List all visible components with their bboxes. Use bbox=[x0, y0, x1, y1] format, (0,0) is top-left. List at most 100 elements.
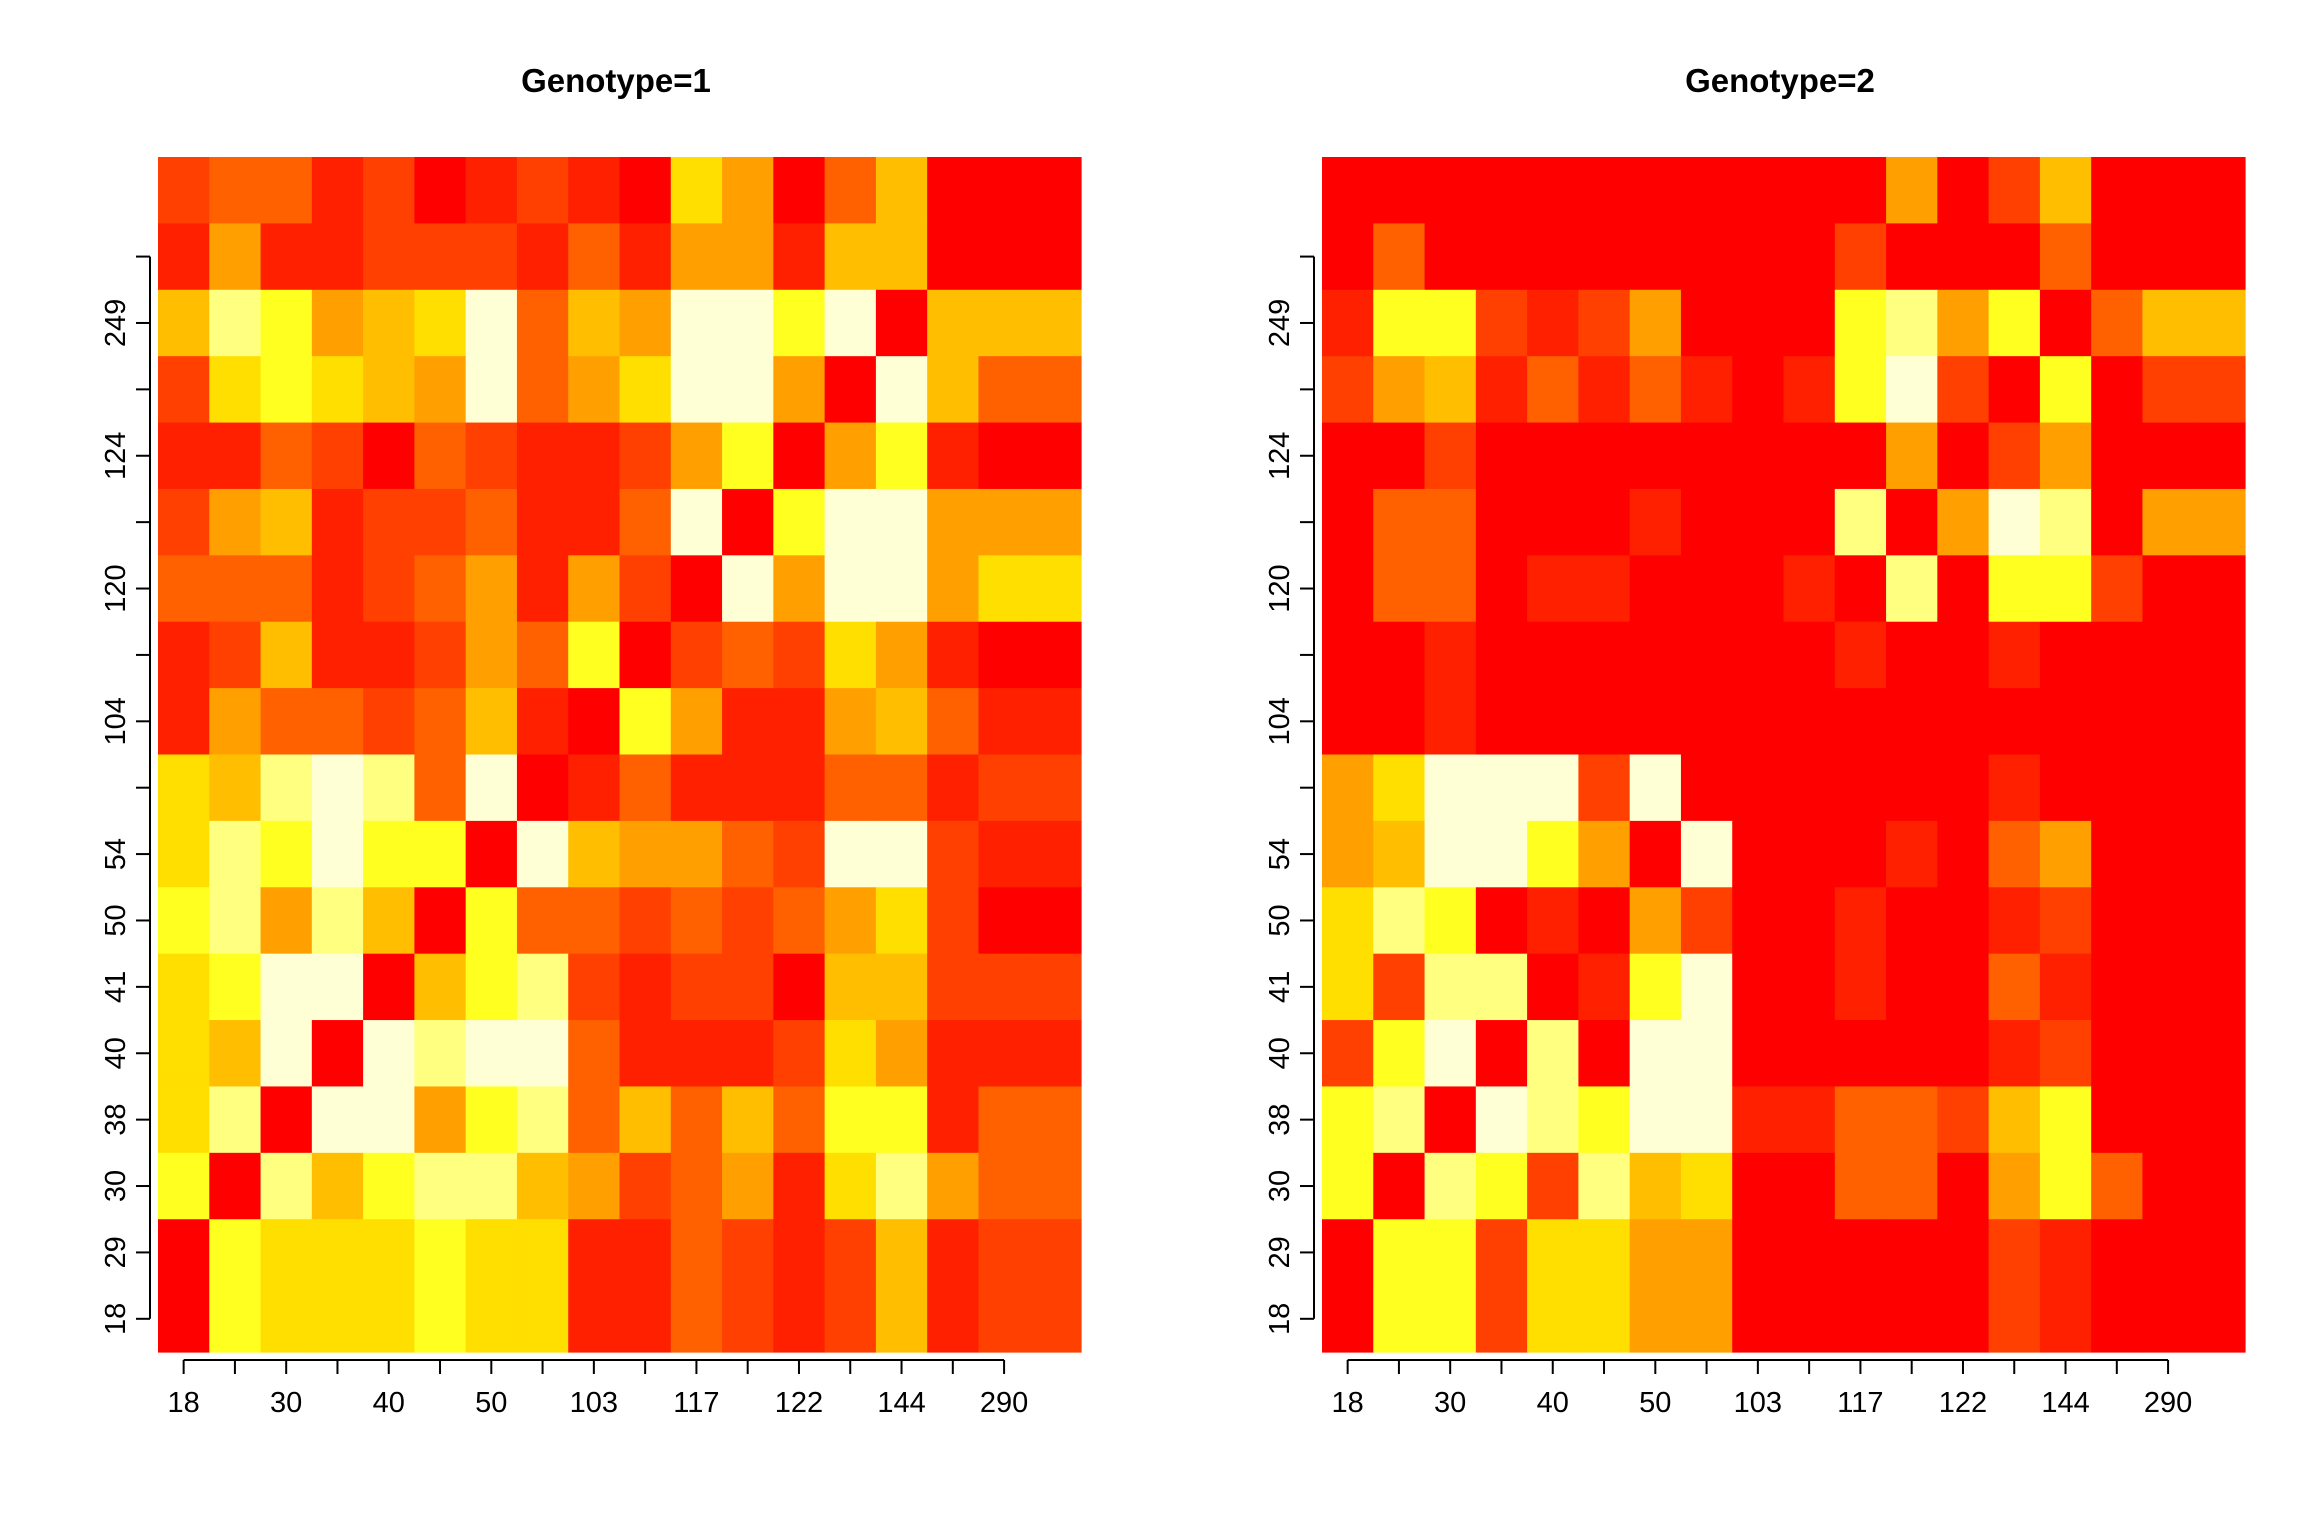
heatmap-cell bbox=[516, 1285, 569, 1353]
heatmap-cell bbox=[311, 688, 364, 756]
heatmap-cell bbox=[1886, 621, 1938, 689]
heatmap-cell bbox=[875, 157, 928, 224]
heatmap-cell bbox=[1680, 621, 1733, 689]
heatmap-cell bbox=[2091, 754, 2144, 822]
heatmap-cell bbox=[1886, 953, 1938, 1021]
heatmap-cell bbox=[363, 1219, 415, 1287]
heatmap-cell bbox=[158, 887, 210, 955]
heatmap-cell bbox=[2039, 1219, 2092, 1287]
heatmap-cell bbox=[619, 555, 672, 623]
heatmap-cell bbox=[209, 1152, 262, 1220]
heatmap-cell bbox=[722, 555, 774, 623]
heatmap-cell bbox=[414, 555, 467, 623]
heatmap-cell bbox=[2193, 1152, 2246, 1220]
heatmap-cell bbox=[1475, 488, 1528, 556]
heatmap-cell bbox=[927, 754, 980, 822]
heatmap-cell bbox=[1029, 289, 1082, 357]
heatmap-cell bbox=[1886, 688, 1938, 756]
heatmap-cell bbox=[2091, 953, 2144, 1021]
heatmap-cell bbox=[1629, 953, 1682, 1021]
heatmap-cell bbox=[1732, 1219, 1785, 1287]
heatmap-cell bbox=[1373, 289, 1426, 357]
heatmap-cell bbox=[1322, 157, 1374, 224]
heatmap-cell bbox=[1680, 953, 1733, 1021]
heatmap-cell bbox=[619, 754, 672, 822]
heatmap-cell bbox=[1629, 157, 1682, 224]
heatmap-cell bbox=[363, 555, 415, 623]
heatmap-cell bbox=[1527, 1020, 1579, 1088]
heatmap-cell bbox=[2039, 1086, 2092, 1154]
heatmap-cell bbox=[1527, 1086, 1579, 1154]
x-tick-label: 30 bbox=[1434, 1387, 1466, 1419]
heatmap-cell bbox=[1322, 1152, 1374, 1220]
heatmap-cell bbox=[158, 953, 210, 1021]
heatmap-cell bbox=[722, 488, 774, 556]
heatmap-cell bbox=[414, 820, 467, 888]
heatmap-cell bbox=[1475, 621, 1528, 689]
heatmap-cell bbox=[2193, 157, 2246, 224]
heatmap-cell bbox=[1732, 621, 1785, 689]
heatmap-cell bbox=[311, 820, 364, 888]
heatmap-cell bbox=[465, 488, 518, 556]
heatmap-cell bbox=[824, 1152, 877, 1220]
heatmap-cell bbox=[1527, 157, 1579, 224]
heatmap-cell bbox=[927, 157, 980, 224]
heatmap-cell bbox=[1732, 555, 1785, 623]
heatmap-cell bbox=[465, 1285, 518, 1353]
heatmap-cell bbox=[1732, 1152, 1785, 1220]
heatmap-cell bbox=[1424, 488, 1477, 556]
heatmap-cell bbox=[209, 157, 262, 224]
heatmap-cell bbox=[875, 1086, 928, 1154]
heatmap-cell bbox=[1475, 1020, 1528, 1088]
heatmap-cell bbox=[978, 488, 1031, 556]
heatmap-cell bbox=[2039, 621, 2092, 689]
heatmap-cell bbox=[2193, 555, 2246, 623]
y-tick-label: 41 bbox=[1264, 971, 1296, 1003]
heatmap-cell bbox=[363, 754, 415, 822]
heatmap-cell bbox=[260, 289, 313, 357]
heatmap-cell bbox=[824, 887, 877, 955]
heatmap-cell bbox=[619, 1152, 672, 1220]
x-tick-label: 18 bbox=[168, 1387, 200, 1419]
heatmap-cell bbox=[1527, 422, 1579, 490]
heatmap-cell bbox=[1988, 356, 2041, 424]
heatmap-cell bbox=[465, 356, 518, 424]
heatmap-cell bbox=[1988, 488, 2041, 556]
heatmap-cell bbox=[1988, 953, 2041, 1021]
heatmap-cell bbox=[363, 887, 415, 955]
x-tick-label: 50 bbox=[1639, 1387, 1671, 1419]
heatmap-cell bbox=[2091, 820, 2144, 888]
heatmap-cell bbox=[1578, 289, 1631, 357]
heatmap-cell bbox=[824, 820, 877, 888]
heatmap-cell bbox=[1527, 887, 1579, 955]
heatmap-cell bbox=[158, 422, 210, 490]
heatmap-cell bbox=[978, 1152, 1031, 1220]
heatmap-cell bbox=[773, 887, 826, 955]
heatmap-cell bbox=[2193, 289, 2246, 357]
heatmap-cell bbox=[465, 953, 518, 1021]
heatmap-cell bbox=[1475, 820, 1528, 888]
heatmap-cell bbox=[1424, 1285, 1477, 1353]
heatmap-cell bbox=[363, 953, 415, 1021]
heatmap-cell bbox=[1578, 621, 1631, 689]
heatmap-cell bbox=[414, 1020, 467, 1088]
heatmap-cell bbox=[568, 289, 621, 357]
y-tick-label: 40 bbox=[1264, 1037, 1296, 1069]
heatmap-cell bbox=[1629, 488, 1682, 556]
heatmap-cell bbox=[875, 953, 928, 1021]
heatmap-cell bbox=[1475, 289, 1528, 357]
heatmap-cell bbox=[670, 688, 723, 756]
heatmap-cell bbox=[1578, 555, 1631, 623]
heatmap-cell bbox=[209, 1285, 262, 1353]
heatmap-cell bbox=[2142, 223, 2195, 291]
heatmap-cell bbox=[260, 1086, 313, 1154]
y-tick-label: 40 bbox=[100, 1037, 132, 1069]
heatmap-cell bbox=[1322, 1285, 1374, 1353]
heatmap-cell bbox=[1834, 688, 1887, 756]
heatmap-cell bbox=[773, 688, 826, 756]
heatmap-cell bbox=[1475, 1152, 1528, 1220]
heatmap-cell bbox=[363, 1020, 415, 1088]
heatmap-cell bbox=[875, 422, 928, 490]
x-tick-label: 40 bbox=[1537, 1387, 1569, 1419]
x-tick-label: 290 bbox=[980, 1387, 1028, 1419]
